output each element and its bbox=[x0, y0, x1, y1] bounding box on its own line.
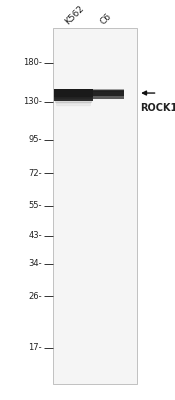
Text: C6: C6 bbox=[99, 11, 113, 26]
Text: ROCK1: ROCK1 bbox=[140, 103, 175, 113]
Bar bbox=[54, 96, 93, 100]
Bar bbox=[56, 104, 91, 106]
Bar bbox=[54, 89, 93, 93]
Text: 55-: 55- bbox=[29, 201, 42, 210]
Bar bbox=[93, 89, 124, 92]
Bar bbox=[55, 99, 92, 101]
Bar bbox=[54, 90, 93, 97]
Text: 72-: 72- bbox=[28, 169, 42, 178]
Bar bbox=[56, 102, 91, 104]
Bar bbox=[93, 91, 124, 99]
Text: 43-: 43- bbox=[28, 231, 42, 240]
Text: 130-: 130- bbox=[23, 98, 42, 106]
Bar bbox=[54, 90, 93, 101]
Bar bbox=[55, 101, 92, 103]
Text: 17-: 17- bbox=[28, 343, 42, 352]
Text: K562: K562 bbox=[64, 3, 86, 26]
Bar bbox=[54, 96, 93, 98]
Text: 34-: 34- bbox=[28, 260, 42, 268]
Bar bbox=[57, 106, 90, 108]
Bar bbox=[93, 90, 124, 96]
Bar bbox=[57, 107, 90, 109]
FancyBboxPatch shape bbox=[52, 28, 136, 384]
Bar bbox=[55, 98, 92, 100]
Text: 26-: 26- bbox=[28, 292, 42, 301]
Text: 95-: 95- bbox=[29, 135, 42, 144]
Text: 180-: 180- bbox=[23, 58, 42, 67]
